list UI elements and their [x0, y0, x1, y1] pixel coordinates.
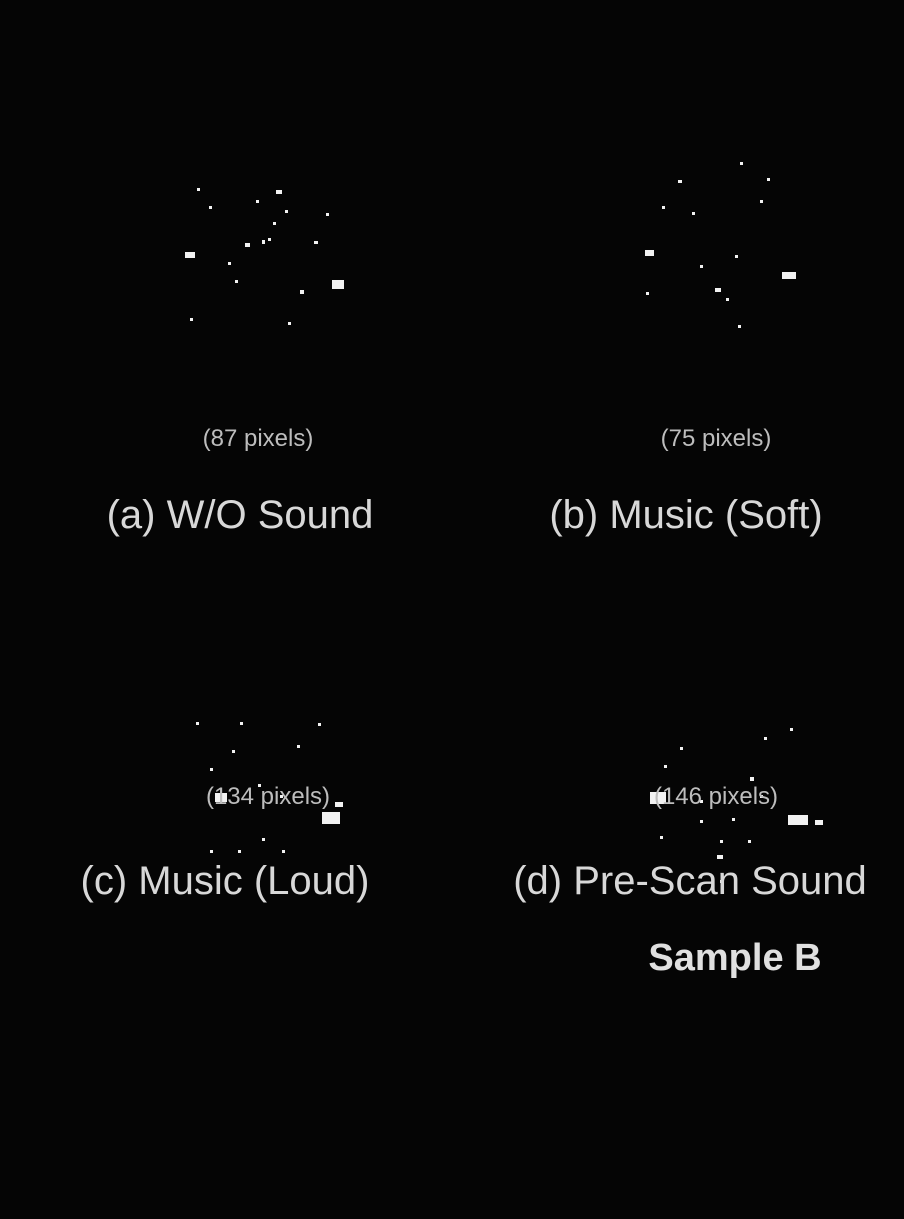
pixel	[240, 722, 243, 725]
pixel	[760, 200, 763, 203]
pixel	[335, 802, 343, 807]
pixel	[700, 820, 703, 823]
page: (87 pixels) (a) W/O Sound (75 pixels) (b…	[0, 0, 904, 1219]
pixel	[210, 850, 213, 853]
pixel	[273, 222, 276, 225]
pixel	[288, 322, 291, 325]
pixel	[276, 190, 282, 194]
pixel-count: (146 pixels)	[654, 783, 778, 810]
pixel	[196, 722, 199, 725]
pixel	[209, 206, 212, 209]
panel-label: (c) Music (Loud)	[81, 859, 370, 903]
pixel	[297, 745, 300, 748]
pixel-count: (75 pixels)	[661, 425, 772, 452]
pixel	[815, 820, 823, 825]
pixel	[326, 213, 329, 216]
pixel	[645, 250, 654, 256]
pixel	[700, 265, 703, 268]
pixel	[300, 290, 304, 294]
pixel	[732, 818, 735, 821]
pixel	[692, 212, 695, 215]
pixel	[738, 325, 741, 328]
pixel	[662, 206, 665, 209]
pixel	[767, 178, 770, 181]
sample-label: Sample B	[648, 937, 821, 979]
pixel	[720, 840, 723, 843]
pixel	[282, 850, 285, 853]
background	[0, 0, 904, 1219]
pixel	[238, 850, 241, 853]
pixel	[646, 292, 649, 295]
pixel	[788, 815, 808, 825]
pixel	[322, 812, 340, 824]
pixel	[678, 180, 682, 183]
pixel	[782, 272, 796, 279]
pixel	[726, 298, 729, 301]
pixel	[285, 210, 288, 213]
pixel	[664, 765, 667, 768]
pixel	[262, 240, 265, 244]
pixel	[190, 318, 193, 321]
pixel	[268, 238, 271, 241]
pixel	[232, 750, 235, 753]
pixel-count: (134 pixels)	[206, 783, 330, 810]
panel-label: (a) W/O Sound	[107, 493, 374, 537]
panel-label: (d) Pre-Scan Sound	[513, 859, 867, 903]
pixel	[332, 280, 344, 289]
pixel	[764, 737, 767, 740]
pixel	[185, 252, 195, 258]
pixel	[735, 255, 738, 258]
pixel	[262, 838, 265, 841]
pixel	[210, 768, 213, 771]
pixel	[228, 262, 231, 265]
pixel	[740, 162, 743, 165]
pixel	[660, 836, 663, 839]
pixel	[235, 280, 238, 283]
pixel-count: (87 pixels)	[203, 425, 314, 452]
panel-label: (b) Music (Soft)	[549, 493, 822, 537]
pixel	[314, 241, 318, 244]
pixel	[318, 723, 321, 726]
pixel	[197, 188, 200, 191]
pixel	[750, 777, 754, 781]
pixel	[680, 747, 683, 750]
pixel	[245, 243, 250, 247]
figure: (87 pixels) (a) W/O Sound (75 pixels) (b…	[0, 0, 904, 1219]
pixel	[790, 728, 793, 731]
pixel	[715, 288, 721, 292]
pixel	[256, 200, 259, 203]
pixel	[748, 840, 751, 843]
